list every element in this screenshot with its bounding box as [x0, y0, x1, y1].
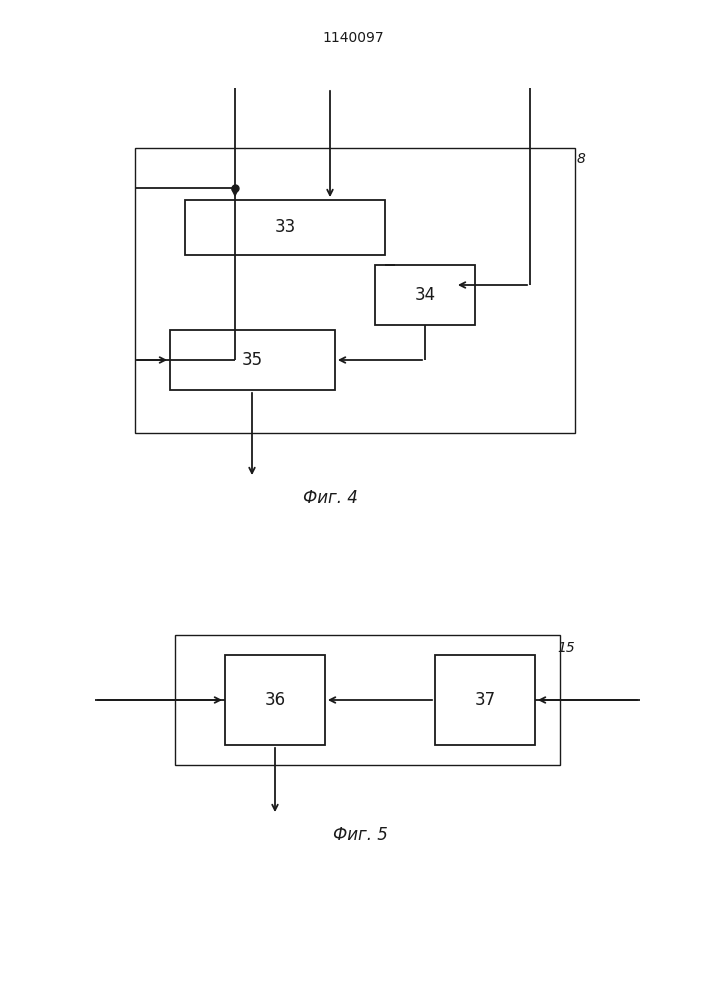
Bar — [375, 265, 475, 325]
Bar — [170, 330, 335, 390]
Text: 36: 36 — [264, 691, 286, 709]
Text: 34: 34 — [414, 286, 436, 304]
Text: 37: 37 — [474, 691, 496, 709]
Text: 33: 33 — [274, 219, 296, 236]
Text: 35: 35 — [242, 351, 263, 369]
Bar — [135, 148, 575, 433]
Text: 8: 8 — [577, 152, 586, 166]
Text: 15: 15 — [557, 641, 575, 655]
Text: Фиг. 5: Фиг. 5 — [332, 826, 387, 844]
Bar — [225, 655, 325, 745]
Bar — [175, 635, 560, 765]
Bar — [435, 655, 535, 745]
Text: 1140097: 1140097 — [322, 31, 385, 45]
Text: Фиг. 4: Фиг. 4 — [303, 489, 358, 507]
Bar — [185, 200, 385, 255]
